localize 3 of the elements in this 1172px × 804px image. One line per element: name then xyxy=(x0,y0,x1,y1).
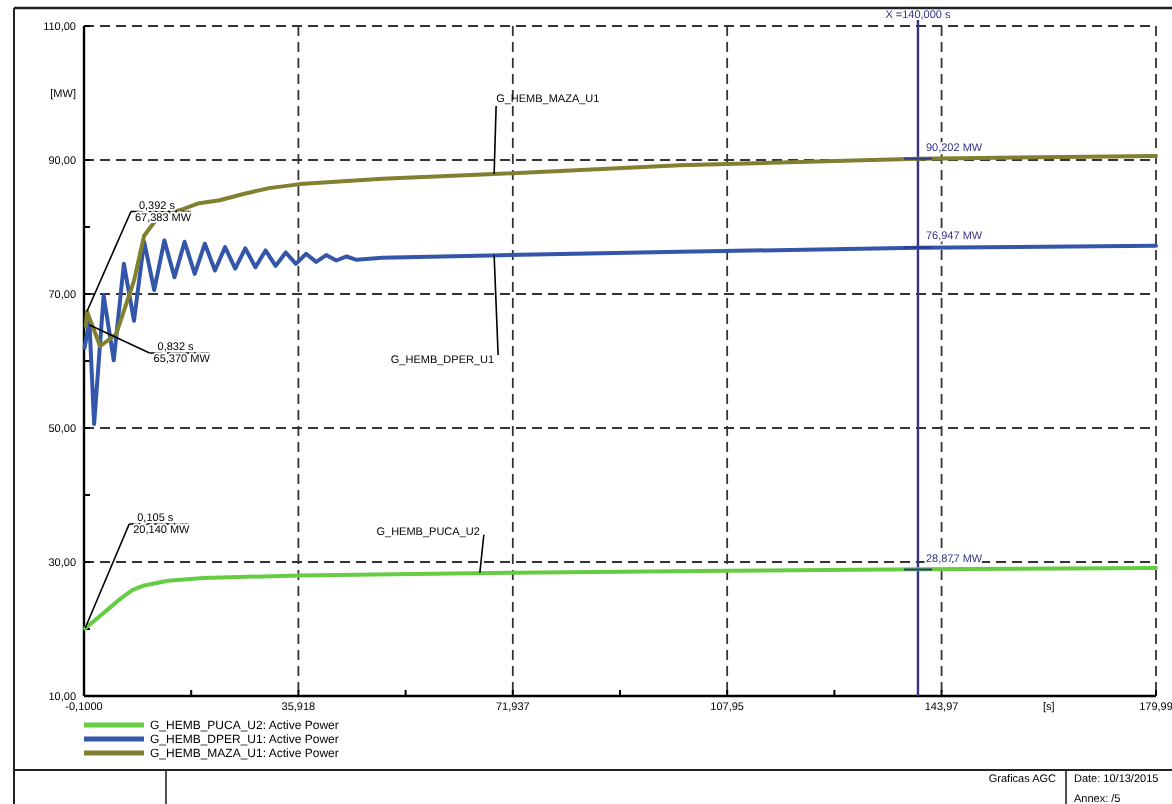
line-series xyxy=(83,566,1158,631)
line-series xyxy=(82,238,1158,426)
line-series xyxy=(83,153,1158,349)
